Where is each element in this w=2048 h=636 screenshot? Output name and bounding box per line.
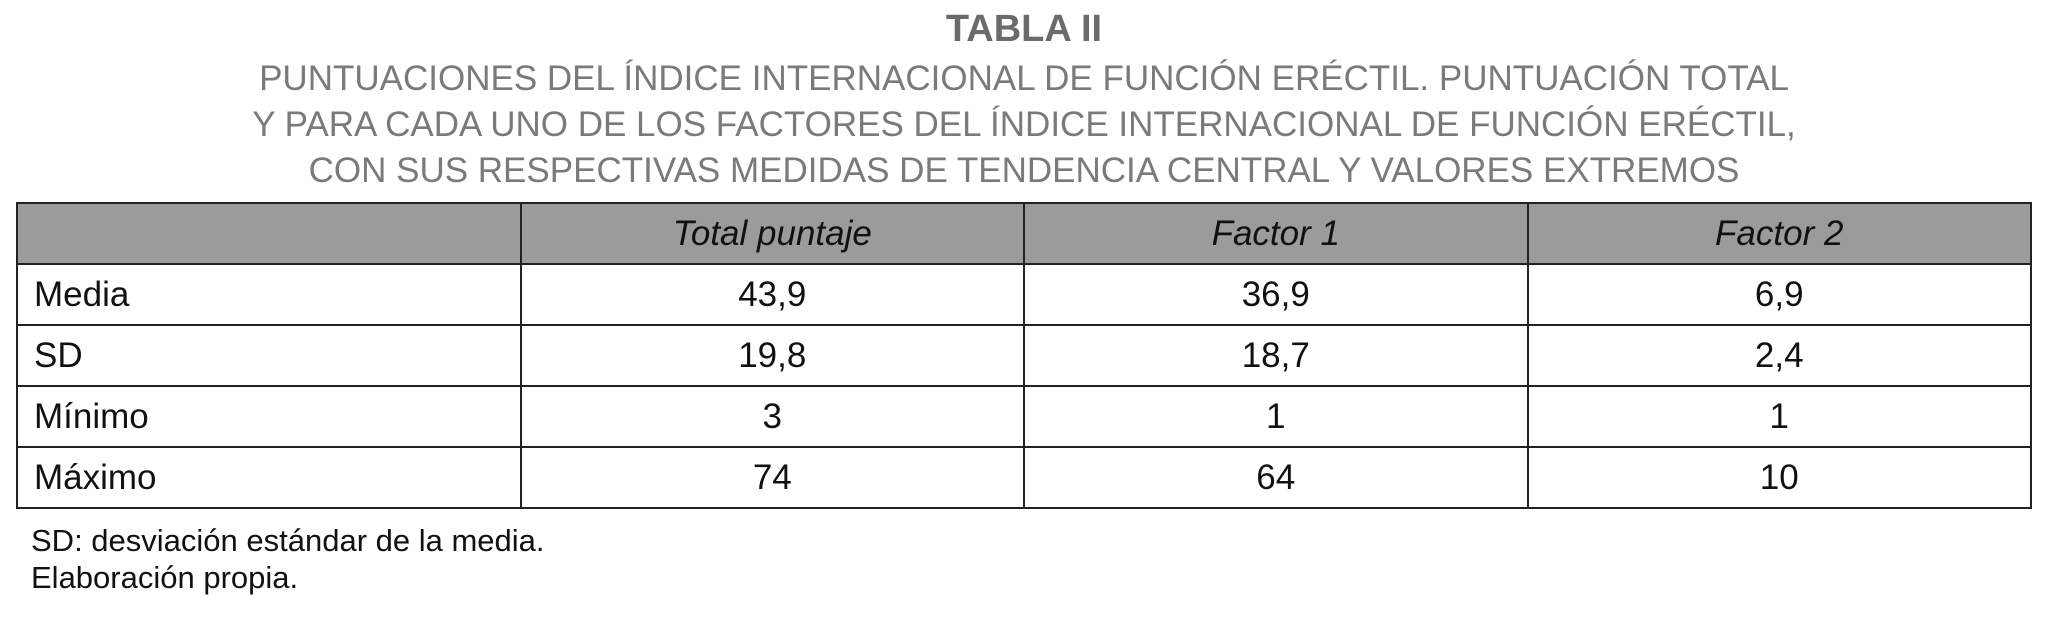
table-cell: 18,7 [1023, 324, 1529, 387]
table-cell: 43,9 [519, 263, 1026, 326]
table-row: Máximo 74 64 10 [16, 446, 2032, 509]
column-header: Factor 1 [1023, 202, 1529, 265]
footnote: Elaboración propia. [31, 560, 299, 595]
table-row: Mínimo 3 1 1 [16, 385, 2032, 448]
subtitle-line: CON SUS RESPECTIVAS MEDIDAS DE TENDENCIA… [308, 151, 1740, 190]
table-row: SD 19,8 18,7 2,4 [16, 324, 2032, 387]
column-header [16, 202, 522, 265]
table-cell: 3 [519, 385, 1026, 448]
subtitle-line: PUNTUACIONES DEL ÍNDICE INTERNACIONAL DE… [259, 59, 1789, 98]
column-header: Total puntaje [519, 202, 1026, 265]
table-cell: 10 [1526, 446, 2032, 509]
header-row: Total puntaje Factor 1 Factor 2 [16, 202, 2032, 265]
row-label: Máximo [16, 446, 522, 509]
footnote: SD: desviación estándar de la media. [31, 523, 545, 558]
table-cell: 1 [1526, 385, 2032, 448]
table-cell: 1 [1023, 385, 1529, 448]
table-cell: 64 [1023, 446, 1529, 509]
column-header: Factor 2 [1526, 202, 2032, 265]
table-cell: 74 [519, 446, 1026, 509]
table-cell: 19,8 [519, 324, 1026, 387]
row-label: Mínimo [16, 385, 522, 448]
table-cell: 2,4 [1526, 324, 2032, 387]
table-title: TABLA II [945, 8, 1103, 50]
table-cell: 36,9 [1023, 263, 1529, 326]
table-subtitle: PUNTUACIONES DEL ÍNDICE INTERNACIONAL DE… [0, 56, 2048, 194]
table-row: Media 43,9 36,9 6,9 [16, 263, 2032, 326]
table-cell: 6,9 [1526, 263, 2032, 326]
row-label: Media [16, 263, 522, 326]
row-label: SD [16, 324, 522, 387]
subtitle-line: Y PARA CADA UNO DE LOS FACTORES DEL ÍNDI… [252, 105, 1796, 144]
data-table: Total puntaje Factor 1 Factor 2 Media 43… [16, 202, 2032, 509]
